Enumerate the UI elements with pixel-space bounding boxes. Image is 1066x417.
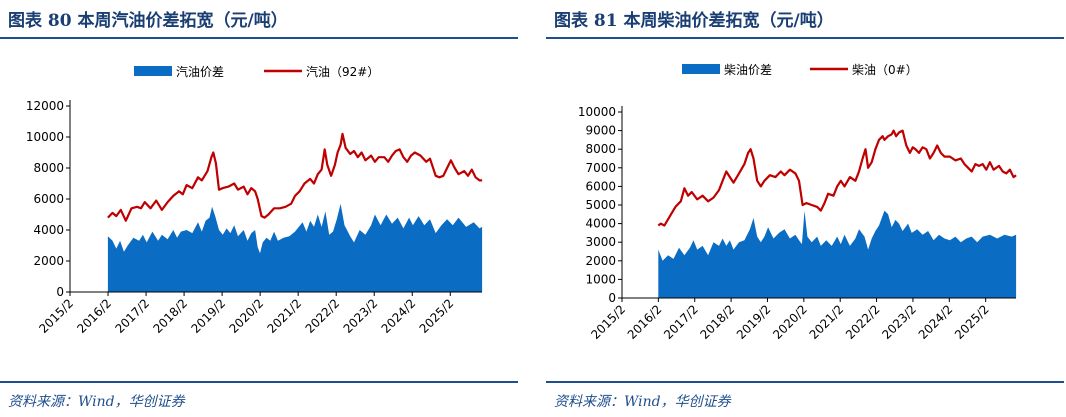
x-tick-label: 2023/2 (341, 296, 381, 336)
legend-swatch-area (682, 64, 720, 74)
x-tick-label: 2025/2 (952, 302, 992, 342)
series-line-price (657, 129, 1017, 227)
y-tick-label: 2000 (33, 254, 64, 268)
series-line-price (107, 132, 483, 222)
diesel-chart: 柴油价差 柴油（0#）100009000800070006000500040003… (578, 63, 1017, 342)
series-area-spread (107, 203, 483, 292)
x-tick-label: 2019/2 (734, 302, 774, 342)
x-tick-label: 2025/2 (417, 296, 457, 336)
legend-swatch-area (134, 66, 172, 76)
chart-panel-gasoline: 图表 80 本周汽油价差拓宽（元/吨） 汽油价差 汽油（92#） 12000 1000… (0, 0, 520, 417)
y-tick-label: 6000 (585, 179, 616, 193)
x-tick-label: 2018/2 (697, 302, 737, 342)
figure-title: 图表 80 本周汽油价差拓宽（元/吨） (8, 11, 288, 31)
title-rule (0, 37, 518, 39)
legend-label-line: 汽油（92#） (306, 64, 379, 79)
x-tick-label: 2016/2 (625, 302, 665, 342)
source-note: 资料来源：Wind，华创证券 (554, 394, 731, 410)
title-rule (546, 37, 1064, 39)
y-tick-label: 8000 (33, 161, 64, 175)
source-rule (0, 381, 518, 383)
y-tick-label: 5000 (585, 198, 616, 212)
x-tick-label: 2017/2 (112, 296, 152, 336)
source-rule (546, 381, 1064, 383)
legend-label-area: 柴油价差 (724, 63, 772, 77)
y-tick-label: 4000 (585, 217, 616, 231)
x-tick-label: 2024/2 (916, 302, 956, 342)
chart-panel-diesel: 图表 81 本周柴油价差拓宽（元/吨） 柴油价差 柴油（0#） 10000 9000 8… (546, 0, 1066, 417)
y-tick-label: 2000 (585, 254, 616, 268)
x-tick-label: 2020/2 (227, 296, 267, 336)
x-tick-label: 2022/2 (303, 296, 343, 336)
y-tick-label: 0 (608, 291, 616, 305)
x-tick-label: 2020/2 (770, 302, 810, 342)
figure-title: 图表 81 本周柴油价差拓宽（元/吨） (554, 11, 834, 31)
x-tick-label: 2023/2 (879, 302, 919, 342)
x-tick-label: 2021/2 (807, 302, 847, 342)
x-tick-label: 2016/2 (74, 296, 114, 336)
x-tick-label: 2022/2 (843, 302, 883, 342)
source-note: 资料来源：Wind，华创证券 (8, 394, 185, 410)
x-tick-label: 2021/2 (265, 296, 305, 336)
y-tick-label: 4000 (33, 223, 64, 237)
legend-label-area: 汽油价差 (176, 64, 224, 79)
x-tick-label: 2017/2 (661, 302, 701, 342)
y-tick-label: 7000 (585, 161, 616, 175)
legend-label-line: 柴油（0#） (852, 63, 918, 77)
y-tick-label: 9000 (585, 124, 616, 138)
y-tick-label: 10000 (578, 105, 616, 119)
x-tick-label: 2018/2 (150, 296, 190, 336)
y-tick-label: 0 (56, 285, 64, 299)
y-tick-label: 12000 (26, 99, 64, 113)
y-tick-label: 3000 (585, 235, 616, 249)
x-tick-label: 2015/2 (36, 296, 76, 336)
x-tick-label: 2015/2 (588, 302, 628, 342)
y-tick-label: 10000 (26, 130, 64, 144)
y-tick-label: 8000 (585, 142, 616, 156)
series-area-spread (658, 210, 1017, 298)
gasoline-chart: 汽油价差 汽油（92#）12000100008000600040002000020… (26, 64, 483, 336)
x-tick-label: 2019/2 (188, 296, 228, 336)
legend: 柴油价差 柴油（0#） (682, 63, 918, 77)
y-tick-label: 6000 (33, 192, 64, 206)
legend: 汽油价差 汽油（92#） (134, 64, 379, 79)
x-tick-label: 2024/2 (379, 296, 419, 336)
y-tick-label: 1000 (585, 272, 616, 286)
